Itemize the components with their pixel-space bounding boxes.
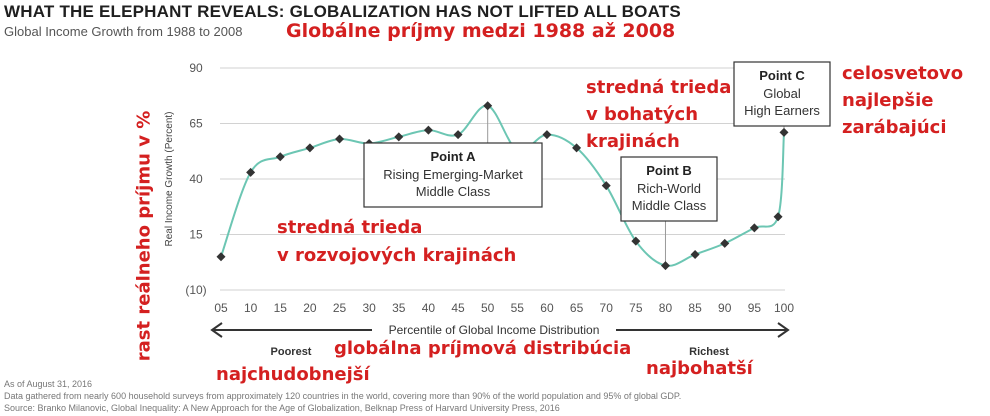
point-b-line: Rich-World: [637, 181, 701, 196]
footer-data-note: Data gathered from nearly 600 household …: [4, 391, 682, 401]
x-tick-label: 45: [451, 301, 465, 315]
data-point: [483, 101, 493, 111]
x-tick-label: 60: [540, 301, 554, 315]
footer-source: Source: Branko Milanovic, Global Inequal…: [4, 403, 560, 413]
data-point: [601, 181, 611, 191]
page-title: WHAT THE ELEPHANT REVEALS: GLOBALIZATION…: [4, 2, 681, 21]
overlay-xlabel-sk: globálna príjmová distribúcia: [334, 338, 632, 359]
x-tick-label: 65: [570, 301, 584, 315]
x-tick-label: 25: [333, 301, 347, 315]
x-tick-label: 05: [214, 301, 228, 315]
x-tick-label: 90: [718, 301, 732, 315]
overlay-global-top-earners: celosvetovo najlepšie zarábajúci: [842, 60, 963, 141]
overlay-poorest-sk: najchudobnejší: [216, 364, 370, 385]
point-c-box: [733, 61, 831, 127]
data-point: [572, 143, 582, 153]
overlay-rich-middle-line-1: stredná trieda: [586, 77, 732, 98]
x-tick-label: 70: [600, 301, 614, 315]
x-tick-label: 40: [422, 301, 436, 315]
x-tick-label: 20: [303, 301, 317, 315]
point-b-box: [620, 156, 718, 222]
poorest-label: Poorest: [271, 346, 312, 358]
data-point: [305, 143, 315, 153]
x-tick-label: 95: [748, 301, 762, 315]
y-tick-label: 90: [189, 61, 203, 75]
overlay-developing-line-1: stredná trieda: [277, 217, 423, 238]
point-b-line: Middle Class: [632, 198, 707, 213]
overlay-ylabel-sk: rast reálneho príjmu v %: [133, 110, 155, 362]
data-point: [216, 252, 226, 262]
overlay-top-earners-line-2: najlepšie: [842, 90, 934, 111]
data-point: [423, 125, 433, 135]
page-subtitle: Global Income Growth from 1988 to 2008: [4, 24, 243, 39]
richest-label: Richest: [689, 346, 729, 358]
x-tick-label: 15: [274, 301, 288, 315]
overlay-rich-middle-class: stredná trieda v bohatých krajinách: [586, 74, 731, 155]
data-point: [335, 134, 345, 144]
y-tick-label: 40: [189, 172, 203, 186]
x-tick-label: 30: [362, 301, 376, 315]
axis-arrow-left-head: [210, 322, 223, 338]
data-point: [542, 130, 552, 140]
footer-date: As of August 31, 2016: [4, 379, 93, 389]
data-point: [631, 236, 641, 246]
data-point: [690, 249, 700, 259]
overlay-rich-middle-line-2: v bohatých: [586, 104, 699, 125]
y-tick-label: 15: [189, 228, 203, 242]
data-point: [275, 152, 285, 162]
y-tick-label: (10): [185, 283, 206, 297]
data-point: [720, 238, 730, 248]
overlay-top-earners-line-3: zarábajúci: [842, 117, 947, 138]
point-a-line: Rising Emerging-Market: [383, 167, 523, 182]
point-a-box: [363, 142, 543, 208]
data-point: [394, 132, 404, 142]
x-tick-label: 55: [511, 301, 525, 315]
overlay-richest-sk: najbohatší: [646, 358, 753, 379]
point-b-title: Point B: [646, 163, 692, 178]
y-tick-label: 65: [189, 117, 203, 131]
x-tick-label: 85: [688, 301, 702, 315]
x-axis-label: Percentile of Global Income Distribution: [389, 323, 600, 337]
point-c-title: Point C: [759, 68, 805, 83]
overlay-top-earners-line-1: celosvetovo: [842, 63, 964, 84]
x-tick-label: 35: [392, 301, 406, 315]
overlay-subtitle-sk: Globálne príjmy medzi 1988 až 2008: [286, 20, 676, 42]
axis-arrow-right-head: [777, 322, 790, 338]
x-tick-label: 80: [659, 301, 673, 315]
point-a-title: Point A: [430, 149, 476, 164]
x-tick-label: 100: [774, 301, 794, 315]
data-point: [660, 261, 670, 271]
overlay-rich-middle-line-3: krajinách: [586, 131, 680, 152]
y-axis-label: Real Income Growth (Percent): [164, 111, 175, 246]
data-point: [453, 130, 463, 140]
x-tick-label: 75: [629, 301, 643, 315]
point-c-line: Global: [763, 86, 801, 101]
data-point: [773, 212, 783, 222]
overlay-developing-middle-class: stredná trieda v rozvojových krajinách: [277, 214, 516, 270]
x-tick-label: 10: [244, 301, 258, 315]
point-c-line: High Earners: [744, 103, 820, 118]
point-a-line: Middle Class: [416, 184, 491, 199]
data-point: [749, 223, 759, 233]
x-tick-label: 50: [481, 301, 495, 315]
overlay-developing-line-2: v rozvojových krajinách: [277, 245, 517, 266]
data-point: [246, 167, 256, 177]
data-point: [779, 127, 789, 137]
